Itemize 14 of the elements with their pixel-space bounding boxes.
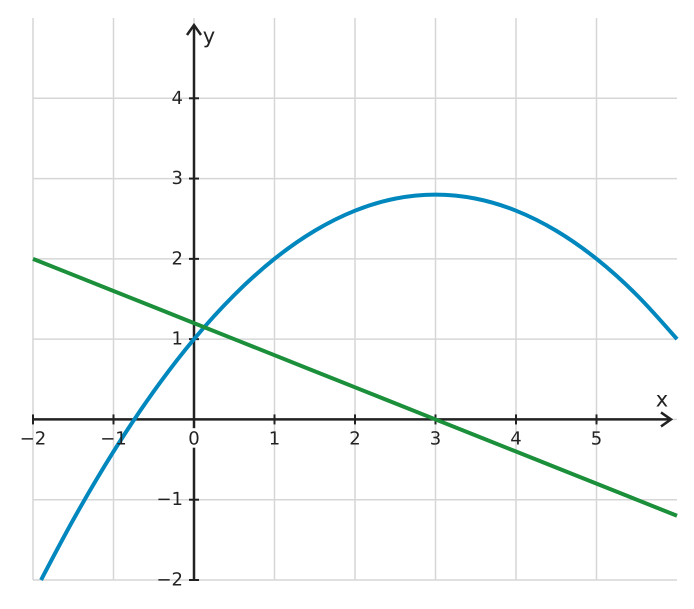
y-tick-label: 3 — [172, 168, 183, 190]
x-tick-label: 1 — [268, 428, 280, 450]
x-axis-title: x — [656, 387, 668, 412]
y-tick-label: −1 — [156, 489, 183, 510]
x-tick-label: 3 — [430, 428, 442, 450]
y-tick-label: 2 — [172, 248, 183, 270]
x-tick-label: 5 — [590, 428, 602, 450]
y-tick-label: 4 — [172, 88, 183, 109]
y-axis-title: y — [202, 24, 216, 48]
x-tick-label: −2 — [20, 428, 46, 450]
x-tick-label: 2 — [349, 428, 361, 450]
y-tick-label: 1 — [172, 328, 183, 350]
y-tick-label: −2 — [156, 570, 183, 590]
x-tick-label: 4 — [510, 428, 522, 450]
